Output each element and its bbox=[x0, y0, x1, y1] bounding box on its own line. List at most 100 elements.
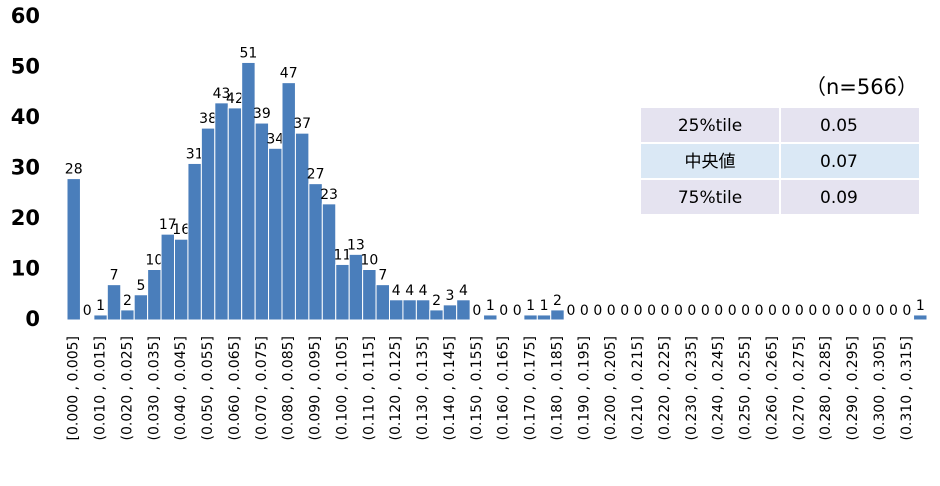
x-tick-label: (0.250 , 0.255] bbox=[738, 336, 754, 440]
y-tick-label: 40 bbox=[11, 105, 40, 129]
x-tick-label: (0.310 , 0.315] bbox=[899, 336, 915, 440]
sample-size: （n=566） bbox=[805, 75, 918, 99]
x-tick-label: (0.300 , 0.305] bbox=[872, 336, 888, 440]
y-tick-label: 20 bbox=[11, 206, 40, 230]
bar bbox=[174, 238, 189, 321]
table-cell bbox=[639, 106, 781, 144]
data-label: 0 bbox=[849, 303, 858, 319]
stats-table: 25%tile 0.05 中央値 0.07 75%tile 0.09 bbox=[639, 106, 921, 216]
bar bbox=[160, 233, 175, 321]
x-tick-label: (0.110 , 0.115] bbox=[361, 336, 377, 440]
bar bbox=[294, 132, 310, 321]
data-label: 0 bbox=[781, 303, 790, 319]
data-label: 0 bbox=[513, 303, 522, 319]
bar bbox=[93, 314, 108, 321]
x-tick-label: (0.150 , 0.155] bbox=[469, 336, 485, 440]
x-tick-label: (0.140 , 0.145] bbox=[442, 336, 458, 440]
bar bbox=[389, 299, 404, 321]
data-label: 0 bbox=[701, 303, 710, 319]
data-label: 0 bbox=[661, 303, 670, 319]
bar bbox=[214, 102, 229, 321]
data-label: 51 bbox=[239, 45, 257, 61]
data-label: 0 bbox=[620, 303, 629, 319]
bar bbox=[456, 299, 471, 321]
bar bbox=[415, 299, 431, 321]
data-label: 1 bbox=[916, 298, 925, 314]
data-label: 10 bbox=[360, 253, 378, 269]
data-label: 16 bbox=[172, 222, 190, 238]
table-text: 0.05 bbox=[820, 116, 858, 136]
x-tick-label: (0.130 , 0.135] bbox=[415, 336, 431, 440]
data-label: 0 bbox=[687, 303, 696, 319]
data-label: 1 bbox=[526, 298, 535, 314]
bar bbox=[147, 269, 162, 321]
bar bbox=[429, 309, 444, 321]
bar bbox=[483, 314, 498, 321]
table-text: 25%tile bbox=[678, 116, 742, 136]
data-label: 1 bbox=[96, 298, 105, 314]
bar bbox=[335, 263, 350, 321]
bar bbox=[362, 269, 377, 321]
x-tick-label: (0.160 , 0.165] bbox=[496, 336, 512, 440]
data-label: 7 bbox=[110, 268, 119, 284]
data-label: 0 bbox=[768, 303, 777, 319]
bar bbox=[241, 61, 256, 321]
bar bbox=[550, 309, 565, 321]
data-label: 0 bbox=[889, 303, 898, 319]
data-label: 4 bbox=[405, 283, 414, 299]
x-tick-label: (0.180 , 0.185] bbox=[549, 336, 565, 440]
bar bbox=[187, 162, 202, 321]
x-tick-label: (0.030 , 0.035] bbox=[146, 336, 162, 440]
data-label: 27 bbox=[307, 167, 325, 183]
y-tick-label: 10 bbox=[11, 257, 40, 281]
data-label: 2 bbox=[553, 293, 562, 309]
data-label: 0 bbox=[728, 303, 737, 319]
data-label: 0 bbox=[822, 303, 831, 319]
table-text: 0.07 bbox=[820, 152, 858, 172]
data-label: 34 bbox=[266, 131, 284, 147]
data-label: 42 bbox=[226, 91, 244, 107]
data-label: 2 bbox=[432, 293, 441, 309]
data-label: 0 bbox=[580, 303, 589, 319]
table-text: 0.09 bbox=[820, 188, 858, 208]
x-tick-label: (0.230 , 0.235] bbox=[684, 336, 700, 440]
x-tick-label: (0.240 , 0.245] bbox=[711, 336, 727, 440]
data-label: 0 bbox=[593, 303, 602, 319]
data-label: 39 bbox=[253, 106, 271, 122]
bar bbox=[523, 314, 538, 321]
x-tick-label: (0.290 , 0.295] bbox=[845, 336, 861, 440]
data-label: 0 bbox=[499, 303, 508, 319]
x-tick-label: (0.120 , 0.125] bbox=[388, 336, 404, 440]
x-tick-label: (0.200 , 0.205] bbox=[603, 336, 619, 440]
data-label: 0 bbox=[835, 303, 844, 319]
table-cell bbox=[779, 142, 921, 180]
data-label: 1 bbox=[486, 298, 495, 314]
x-tick-label: (0.040 , 0.045] bbox=[173, 336, 189, 440]
table-cell bbox=[639, 178, 781, 216]
data-label: 3 bbox=[446, 288, 455, 304]
x-tick-label: [0.000 , 0.005] bbox=[66, 336, 82, 440]
bar bbox=[200, 127, 216, 321]
data-label: 4 bbox=[392, 283, 401, 299]
x-tick-label: (0.080 , 0.085] bbox=[281, 336, 297, 440]
data-label: 0 bbox=[634, 303, 643, 319]
bar bbox=[536, 314, 552, 321]
x-tick-label: (0.060 , 0.065] bbox=[227, 336, 243, 440]
x-tick-label: (0.070 , 0.075] bbox=[254, 336, 270, 440]
y-tick-label: 0 bbox=[25, 307, 40, 331]
data-label: 0 bbox=[741, 303, 750, 319]
data-label: 0 bbox=[674, 303, 683, 319]
data-label: 0 bbox=[795, 303, 804, 319]
bar bbox=[375, 284, 390, 321]
bar bbox=[913, 314, 928, 321]
data-label: 4 bbox=[459, 283, 468, 299]
data-label: 0 bbox=[876, 303, 885, 319]
data-label: 0 bbox=[607, 303, 616, 319]
x-tick-label: (0.260 , 0.265] bbox=[764, 336, 780, 440]
bar bbox=[254, 122, 270, 321]
x-tick-label: (0.020 , 0.025] bbox=[119, 336, 135, 440]
data-label: 2 bbox=[123, 293, 132, 309]
bar bbox=[321, 203, 337, 321]
x-tick-label: (0.280 , 0.285] bbox=[818, 336, 834, 440]
